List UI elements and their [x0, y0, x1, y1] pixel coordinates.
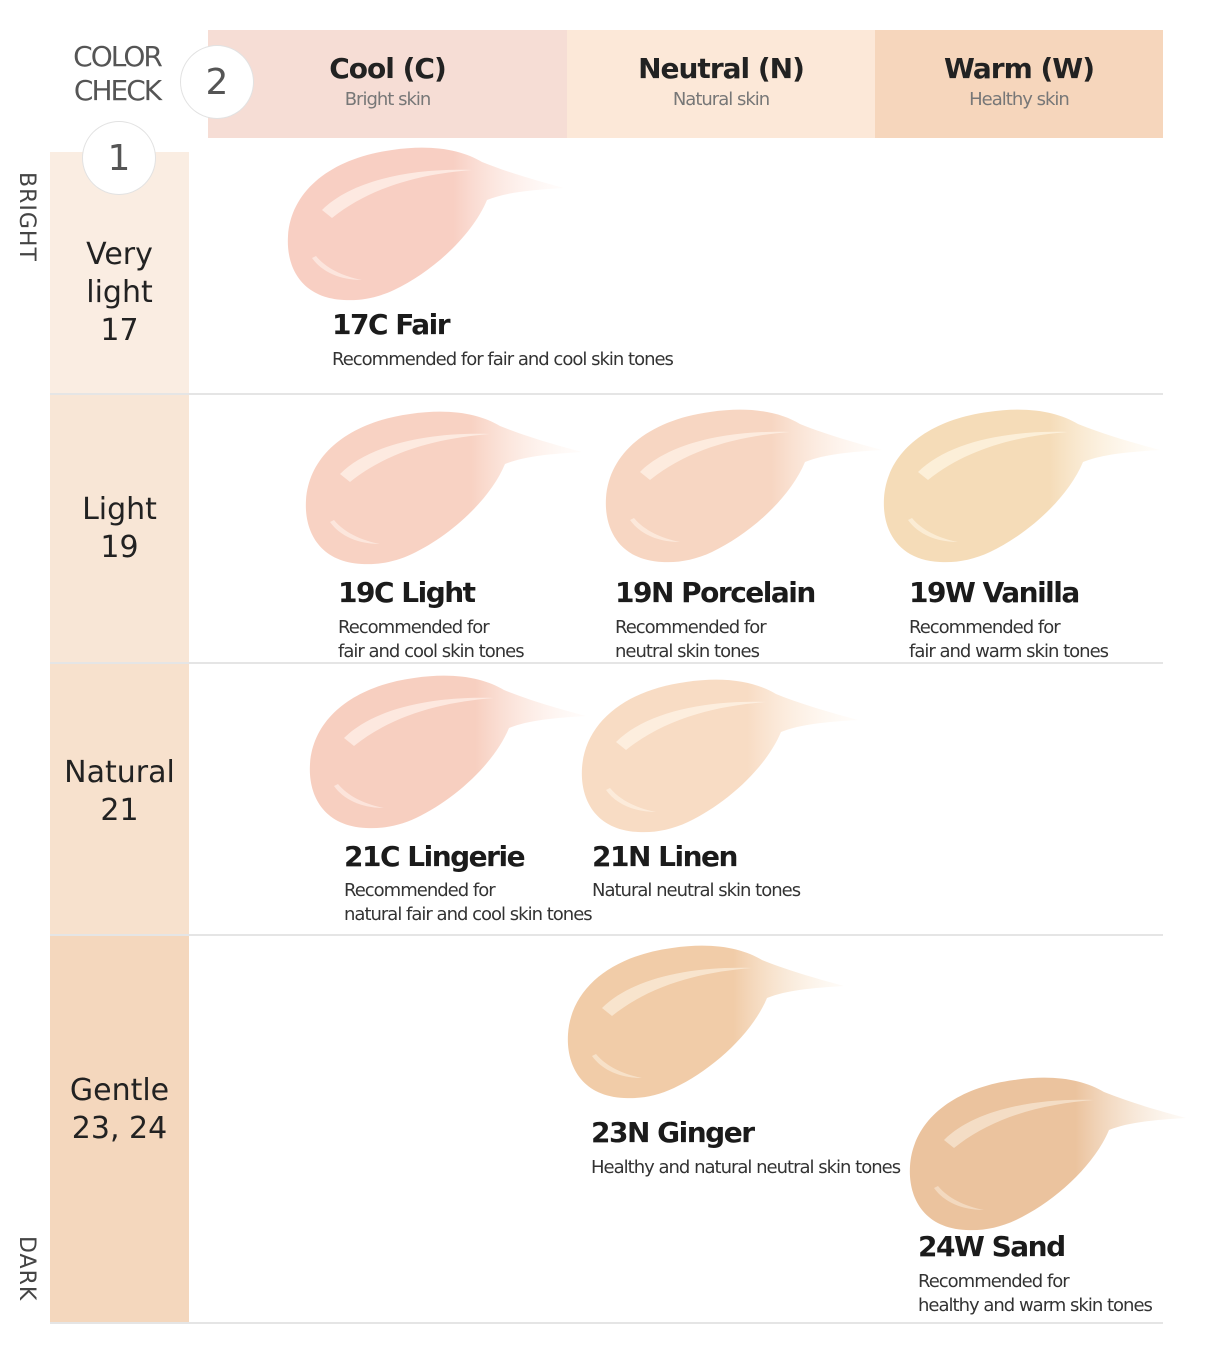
shade-desc-17c-fair: Recommended for fair and cool skin tones: [332, 349, 674, 370]
shade-desc-19n-porcelain: Recommended for neutral skin tones: [615, 617, 767, 662]
shade-desc-23n-ginger: Healthy and natural neutral skin tones: [591, 1157, 901, 1178]
swatch-highlight: [908, 518, 958, 542]
row-divider: [50, 662, 1163, 664]
swatch-24w-sand: [904, 1070, 1194, 1240]
shade-name-21n-linen: 21N Linen: [592, 840, 738, 873]
foundation-swatch-shape: [287, 147, 564, 301]
swatch-highlight: [616, 701, 766, 750]
foundation-swatch-shape: [309, 675, 586, 829]
shade-desc-21n-linen: Natural neutral skin tones: [592, 880, 801, 901]
swatch-19w-vanilla: [878, 402, 1168, 572]
foundation-swatch-shape: [567, 945, 844, 1099]
swatch-highlight: [640, 431, 790, 480]
swatch-19c-light: [300, 404, 590, 574]
foundation-swatch-shape: [909, 1077, 1186, 1231]
shade-desc-21c-lingerie: Recommended for natural fair and cool sk…: [344, 880, 593, 925]
shade-name-17c-fair: 17C Fair: [332, 308, 451, 341]
row-label-very-light: Very light 17: [86, 237, 153, 348]
swatch-smear: [305, 411, 582, 565]
column-title-warm: Warm (W): [944, 52, 1095, 85]
column-header-neutral: Neutral (N) Natural skin: [567, 30, 875, 138]
column-header-cool: Cool (C) Bright skin: [208, 30, 567, 138]
foundation-swatch-shape: [605, 409, 882, 563]
shade-name-21c-lingerie: 21C Lingerie: [344, 840, 526, 873]
swatch-19n-porcelain: [600, 402, 890, 572]
swatch-smear: [883, 409, 1160, 563]
swatch-highlight: [344, 697, 494, 746]
bright-label: BRIGHT: [14, 172, 39, 262]
swatch-17c-fair: [282, 140, 572, 310]
swatch-smear: [567, 945, 844, 1099]
color-check-label: COLOR CHECK: [73, 40, 163, 107]
column-subtitle-cool: Bright skin: [344, 89, 432, 110]
swatch-highlight: [334, 784, 384, 808]
column-title-cool: Cool (C): [329, 52, 447, 85]
swatch-smear: [309, 675, 586, 829]
shade-desc-19w-vanilla: Recommended for fair and warm skin tones: [909, 617, 1109, 662]
shade-name-19w-vanilla: 19W Vanilla: [909, 576, 1080, 609]
foundation-swatch-shape: [581, 679, 858, 833]
swatch-highlight: [592, 1054, 642, 1078]
shade-desc-19c-light: Recommended for fair and cool skin tones: [338, 617, 525, 662]
swatch-smear: [581, 679, 858, 833]
swatch-highlight: [330, 520, 380, 544]
shade-name-24w-sand: 24W Sand: [918, 1230, 1066, 1263]
swatch-smear: [287, 147, 564, 301]
swatch-highlight: [340, 433, 490, 482]
column-header-warm: Warm (W) Healthy skin: [875, 30, 1163, 138]
column-subtitle-neutral: Natural skin: [672, 89, 770, 110]
row-divider: [50, 1322, 1163, 1324]
step-2-badge: 2: [181, 46, 253, 118]
row-label-light: Light 19: [82, 492, 157, 565]
shade-name-19c-light: 19C Light: [338, 576, 476, 609]
swatch-21n-linen: [576, 672, 866, 842]
swatch-highlight: [322, 169, 472, 218]
row-head-natural: Natural 21: [50, 664, 189, 936]
swatch-smear: [605, 409, 882, 563]
swatch-highlight: [934, 1186, 984, 1210]
foundation-swatch-shape: [883, 409, 1160, 563]
swatch-23n-ginger: [562, 938, 852, 1108]
swatch-highlight: [606, 788, 656, 812]
row-label-natural: Natural 21: [64, 755, 175, 828]
column-subtitle-warm: Healthy skin: [969, 89, 1070, 110]
row-divider: [50, 934, 1163, 936]
step-1-badge: 1: [83, 122, 155, 194]
column-title-neutral: Neutral (N): [638, 52, 805, 85]
dark-label: DARK: [14, 1236, 39, 1302]
row-head-gentle: Gentle 23, 24: [50, 936, 189, 1324]
swatch-smear: [909, 1077, 1186, 1231]
swatch-highlight: [630, 518, 680, 542]
swatch-highlight: [602, 967, 752, 1016]
swatch-highlight: [312, 256, 362, 280]
shade-name-19n-porcelain: 19N Porcelain: [615, 576, 816, 609]
swatch-highlight: [944, 1099, 1094, 1148]
swatch-21c-lingerie: [304, 668, 594, 838]
swatch-highlight: [918, 431, 1068, 480]
row-head-light: Light 19: [50, 394, 189, 664]
shade-name-23n-ginger: 23N Ginger: [591, 1116, 755, 1149]
shade-desc-24w-sand: Recommended for healthy and warm skin to…: [918, 1271, 1153, 1316]
foundation-swatch-shape: [305, 411, 582, 565]
row-divider: [50, 393, 1163, 395]
row-label-gentle: Gentle 23, 24: [69, 1073, 170, 1146]
